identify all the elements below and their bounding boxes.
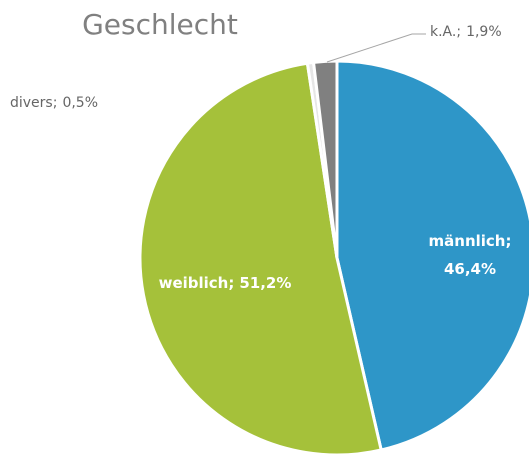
- label-separator: ;: [228, 274, 234, 292]
- label-separator: ;: [53, 95, 58, 111]
- data-label: divers; 0,5%: [10, 95, 98, 111]
- chart-title: Geschlecht: [82, 8, 238, 41]
- label-value: 0,5%: [62, 95, 98, 111]
- label-value: 1,9%: [466, 24, 502, 40]
- data-label: männlich; 46,4%: [429, 232, 512, 278]
- label-value: 46,4%: [444, 260, 496, 278]
- label-value: 51,2%: [239, 274, 291, 292]
- label-category: weiblich: [159, 274, 229, 292]
- data-label: k.A.; 1,9%: [430, 24, 502, 40]
- data-label: weiblich; 51,2%: [159, 274, 292, 292]
- pie-slice: [335, 59, 529, 452]
- label-category: k.A.: [430, 24, 456, 40]
- label-separator: ;: [505, 232, 511, 250]
- label-category: divers: [10, 95, 53, 111]
- label-category: männlich: [429, 232, 506, 250]
- pie-slice: [311, 59, 339, 259]
- leader-line: [326, 33, 426, 63]
- label-separator: ;: [456, 24, 461, 40]
